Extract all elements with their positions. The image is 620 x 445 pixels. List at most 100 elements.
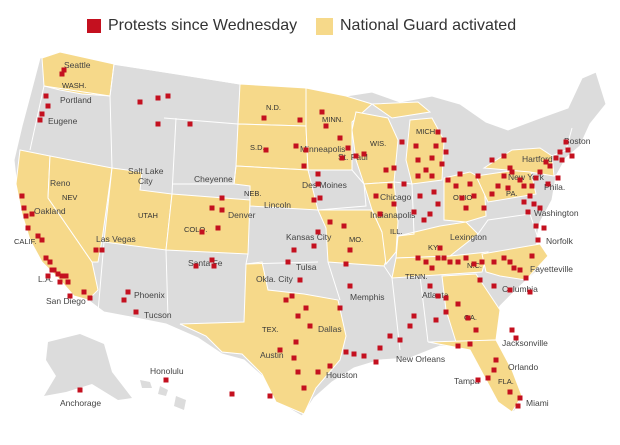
protest-marker — [429, 265, 435, 271]
city-label-dallas: Dallas — [318, 324, 342, 334]
protest-marker — [307, 323, 313, 329]
city-label-jacksonville: Jacksonville — [502, 338, 548, 348]
protest-marker — [133, 309, 139, 315]
state-label-mich: MICH. — [416, 127, 437, 136]
city-label-eugene: Eugene — [48, 116, 78, 126]
city-label-kansas-city: Kansas City — [286, 232, 332, 242]
protest-marker — [521, 183, 527, 189]
protest-marker — [553, 155, 559, 161]
protest-marker — [533, 175, 539, 181]
protest-marker — [481, 205, 487, 211]
protest-marker — [39, 237, 45, 243]
protest-marker — [47, 259, 53, 265]
city-label-tulsa: Tulsa — [296, 262, 317, 272]
protest-marker — [429, 173, 435, 179]
protest-marker — [317, 195, 323, 201]
protest-marker — [459, 195, 465, 201]
protest-marker — [411, 209, 417, 215]
protest-marker — [463, 255, 469, 261]
protest-marker — [527, 193, 533, 199]
city-label-st-paul: St. Paul — [338, 152, 368, 162]
city-label-lincoln: Lincoln — [264, 200, 291, 210]
protest-marker — [303, 305, 309, 311]
protest-marker — [315, 229, 321, 235]
city-label-houston: Houston — [326, 370, 358, 380]
protest-marker — [455, 301, 461, 307]
protest-marker — [311, 243, 317, 249]
border-south — [327, 261, 429, 351]
protest-marker — [45, 103, 51, 109]
protest-marker — [477, 277, 483, 283]
city-label-santa-fe: Santa Fe — [188, 258, 223, 268]
protest-marker — [19, 193, 25, 199]
protest-marker — [441, 137, 447, 143]
legend-label-protests: Protests since Wednesday — [108, 17, 298, 34]
protest-marker — [57, 279, 63, 285]
city-label-norfolk: Norfolk — [546, 236, 574, 246]
city-label-salt-lake: Salt Lake — [128, 166, 164, 176]
city-label-fayetteville: Fayetteville — [530, 264, 573, 274]
protest-marker — [523, 275, 529, 281]
city-label-denver: Denver — [228, 210, 256, 220]
protest-marker — [37, 117, 43, 123]
protest-marker — [515, 403, 521, 409]
protest-marker — [199, 229, 205, 235]
protest-marker — [489, 157, 495, 163]
protest-marker — [455, 343, 461, 349]
protest-marker — [337, 135, 343, 141]
protest-marker — [59, 273, 65, 279]
protest-marker — [467, 341, 473, 347]
protest-marker — [397, 337, 403, 343]
city-label-chicago: Chicago — [380, 192, 411, 202]
protest-marker — [315, 369, 321, 375]
protest-marker — [565, 147, 571, 153]
protest-marker — [501, 173, 507, 179]
protest-marker — [435, 201, 441, 207]
legend: Protests since Wednesday National Guard … — [0, 0, 620, 40]
protest-marker — [433, 317, 439, 323]
protest-markers — [19, 67, 575, 409]
protest-marker — [507, 287, 513, 293]
protest-marker — [345, 145, 351, 151]
city-label-reno: Reno — [50, 178, 71, 188]
state-label-fla: FLA. — [498, 377, 514, 386]
protest-marker — [29, 211, 35, 217]
protest-marker — [411, 313, 417, 319]
city-label-new-orleans: New Orleans — [396, 354, 445, 364]
protest-marker — [387, 333, 393, 339]
city-label-minneapolis: Minneapolis — [300, 144, 345, 154]
protest-marker — [211, 263, 217, 269]
city-label-las-vegas: Las Vegas — [96, 234, 136, 244]
legend-item-guard: National Guard activated — [316, 17, 516, 35]
guard-swatch-icon — [316, 17, 333, 35]
border-virginia — [477, 213, 541, 245]
state-label-ill: ILL. — [390, 227, 403, 236]
protest-marker — [475, 377, 481, 383]
protest-marker — [471, 261, 477, 267]
protest-marker — [413, 143, 419, 149]
state-colorado — [165, 193, 251, 255]
state-label-nd: N.D. — [266, 103, 281, 112]
protest-marker — [155, 121, 161, 127]
legend-item-protests: Protests since Wednesday — [87, 17, 297, 35]
border-iowa — [308, 169, 367, 211]
protest-marker — [137, 99, 143, 105]
protest-marker — [485, 375, 491, 381]
protest-marker — [435, 255, 441, 261]
protest-marker — [415, 173, 421, 179]
protest-marker — [59, 71, 65, 77]
protest-marker — [61, 67, 67, 73]
protest-marker — [87, 295, 93, 301]
protest-marker — [377, 211, 383, 217]
protest-marker — [525, 209, 531, 215]
protest-marker — [341, 223, 347, 229]
protest-marker — [351, 351, 357, 357]
protest-marker — [293, 339, 299, 345]
protest-marker — [513, 335, 519, 341]
protest-marker — [473, 327, 479, 333]
protest-marker — [209, 205, 215, 211]
protest-marker — [429, 155, 435, 161]
protest-marker — [267, 393, 273, 399]
